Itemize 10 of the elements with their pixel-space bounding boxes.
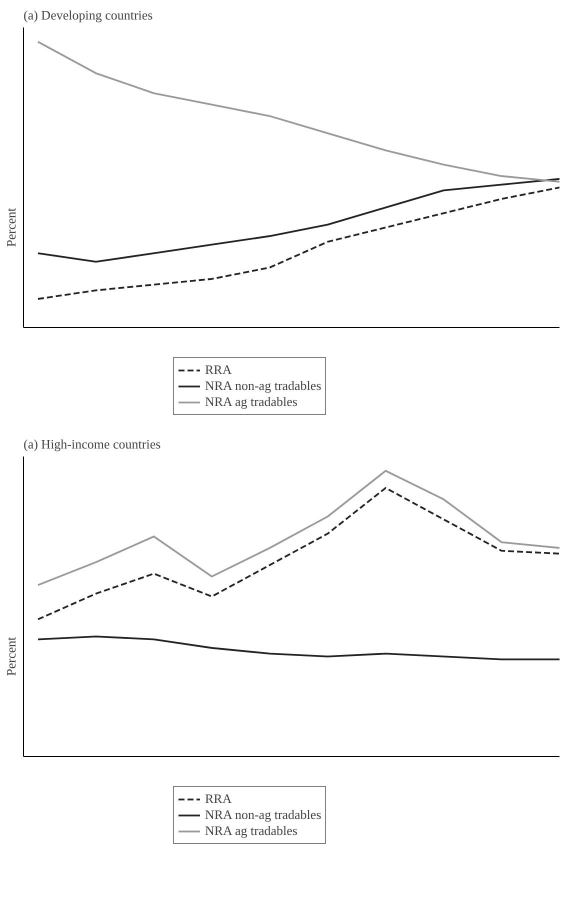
legend-label: NRA ag tradables [205,823,298,839]
legend-label: RRA [205,791,232,807]
chart-title: (a) High-income countries [24,436,161,452]
y-axis-title: Percent [4,636,18,676]
legend-label: RRA [205,362,232,378]
legend-label: NRA ag tradables [205,394,298,410]
y-axis-title: Percent [4,208,18,247]
legend-label: NRA non-ag tradables [205,378,322,394]
chart-title: (a) Developing countries [24,8,153,22]
legend-label: NRA non-ag tradables [205,807,322,823]
